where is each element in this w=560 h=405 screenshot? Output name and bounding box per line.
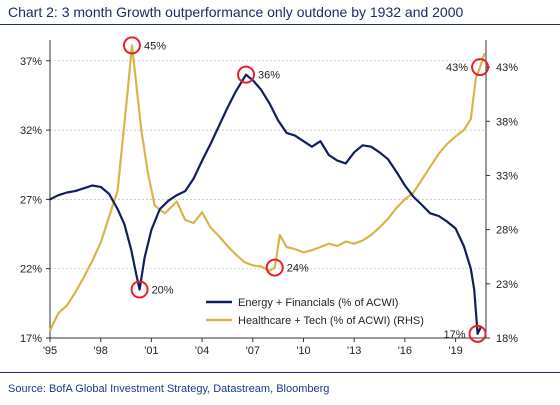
x-tick-label: '04 — [195, 345, 209, 357]
annotation-label: 43% — [446, 62, 468, 74]
y-right-tick-label: 18% — [496, 333, 518, 345]
y-left-tick-label: 22% — [20, 264, 42, 276]
annotations: 45% 20% 36% 24% 43% 17% — [122, 36, 490, 343]
y-left-tick-label: 32% — [20, 125, 42, 137]
x-tick-label: '95 — [43, 345, 57, 357]
highlight-circle — [265, 258, 284, 277]
x-tick-label: '10 — [296, 345, 310, 357]
annotation-label: 45% — [144, 40, 166, 52]
legend-label: Energy + Financials (% of ACWI) — [238, 297, 398, 309]
highlight-circle — [468, 324, 487, 343]
annotation-label: 17% — [444, 329, 466, 341]
y-left-tick-label: 37% — [20, 56, 42, 68]
source-divider — [0, 372, 560, 373]
highlight-circle — [237, 65, 256, 84]
x-tick-label: '98 — [94, 345, 108, 357]
grid-lines — [50, 60, 486, 270]
chart-title: Chart 2: 3 month Growth outperformance o… — [8, 4, 464, 20]
y-left-tick-label: 27% — [20, 194, 42, 206]
x-tick-label: '07 — [246, 345, 260, 357]
title-divider — [0, 24, 560, 25]
annotation-label: 24% — [287, 263, 309, 275]
source-note: Source: BofA Global Investment Strategy,… — [8, 383, 330, 395]
y-right-tick-label: 28% — [496, 225, 518, 237]
series-line-energy-financials — [48, 73, 482, 335]
y-right-tick-label: 33% — [496, 170, 518, 182]
x-tick-label: '19 — [448, 345, 462, 357]
series-line-healthcare-tech — [48, 44, 486, 332]
highlight-circle — [130, 280, 149, 299]
axes: 17% 22% 27% 32% 37% 18% 23% 28% 33% 38% 43% '95 '98 '… — [20, 40, 518, 357]
series-lines — [48, 44, 486, 335]
y-right-tick-label: 43% — [496, 62, 518, 74]
highlight-circle — [122, 36, 141, 55]
legend: Energy + Financials (% of ACWI) Healthcar… — [206, 297, 424, 327]
y-right-tick-label: 23% — [496, 279, 518, 291]
y-left-tick-label: 17% — [20, 333, 42, 345]
annotation-label: 20% — [152, 284, 174, 296]
x-tick-label: '16 — [398, 345, 412, 357]
annotation-label: 36% — [258, 70, 280, 82]
x-tick-label: '13 — [347, 345, 361, 357]
legend-label: Healthcare + Tech (% of ACWI) (RHS) — [238, 315, 424, 327]
y-right-tick-label: 38% — [496, 116, 518, 128]
x-tick-label: '01 — [144, 345, 158, 357]
highlight-circle — [471, 58, 490, 77]
